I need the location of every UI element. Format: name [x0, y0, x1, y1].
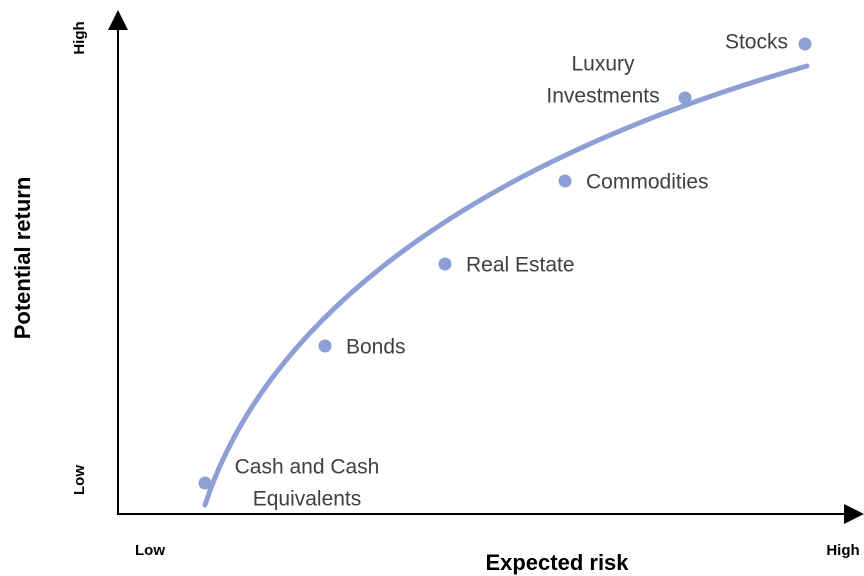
y-title: Potential return — [10, 177, 35, 340]
point-label: Cash and Cash — [235, 456, 380, 479]
x-title: Expected risk — [485, 550, 629, 575]
y-low: Low — [71, 465, 88, 495]
curve — [202, 63, 810, 508]
point — [558, 174, 572, 188]
point-label: Commodities — [586, 171, 709, 194]
point — [798, 37, 812, 51]
point — [198, 476, 212, 490]
point-label: Bonds — [346, 336, 406, 359]
point-label: Real Estate — [466, 254, 575, 277]
x-high: High — [826, 542, 859, 559]
x-low: Low — [135, 542, 165, 559]
y-high: High — [71, 21, 88, 54]
point-label: Luxury — [571, 53, 635, 76]
point-label: Equivalents — [253, 488, 362, 511]
point — [678, 91, 692, 105]
point — [438, 257, 452, 271]
point-label: Stocks — [725, 31, 788, 54]
point — [318, 339, 332, 353]
point-label: Investments — [546, 85, 659, 108]
